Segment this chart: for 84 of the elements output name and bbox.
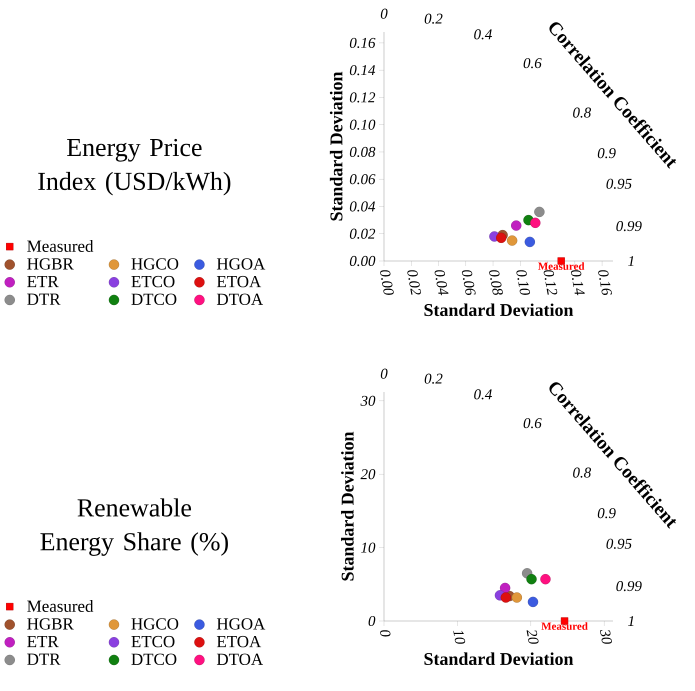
y-tick-label: 20 <box>360 469 376 480</box>
x-tick-label: 0.06 <box>462 270 476 295</box>
y-tick-label: 0.08 <box>350 146 376 158</box>
x-tick-label: 0.14 <box>570 270 585 296</box>
point <box>530 218 540 228</box>
legend-label: HGCO <box>131 618 178 630</box>
legend-label: HGOA <box>216 258 266 270</box>
point <box>540 574 551 584</box>
annotation: 0.6 <box>524 58 542 68</box>
annotation: 0.8 <box>573 468 592 478</box>
legend-label: ETOA <box>216 636 262 648</box>
y-tick-label: 0.06 <box>350 174 376 184</box>
y-tick-label: 0.00 <box>350 256 376 266</box>
y-axis-title: Standard Deviation <box>330 72 342 221</box>
annotation: Measured <box>541 622 588 630</box>
legend-label: ETCO <box>131 636 174 648</box>
legend-label: Measured <box>27 600 94 612</box>
text: Energy Price Index (USD/kWh) <box>38 138 230 196</box>
legend-label: ETR <box>27 276 59 288</box>
annotation: 0.95 <box>606 178 632 189</box>
legend-label: ETR <box>27 636 59 648</box>
legend-label: ETCO <box>131 276 174 288</box>
point <box>500 582 510 594</box>
text: Renewable Energy Share (%) <box>40 498 228 556</box>
point <box>526 574 537 584</box>
x-tick-label: 30 <box>600 630 612 644</box>
text: 0 <box>380 8 388 19</box>
x-tick-label: 0.08 <box>489 270 503 295</box>
annotation: 0.4 <box>474 29 492 40</box>
point <box>506 235 518 246</box>
y-tick-label: 0.10 <box>350 120 376 130</box>
y-tick-label: 0.12 <box>350 92 376 103</box>
annotation: Measured <box>538 262 584 270</box>
legend-label: HGCO <box>131 258 178 270</box>
legend-label: DTOA <box>216 294 264 305</box>
annotation: 0.6 <box>524 418 542 428</box>
text: 0 <box>380 368 388 379</box>
legend-label: HGOA <box>216 618 266 630</box>
y-axis-title: Standard Deviation <box>341 432 354 581</box>
legend-label: HGBR <box>27 258 74 270</box>
legend-label: HGBR <box>27 618 74 630</box>
point <box>500 592 512 603</box>
y-tick-label: 10 <box>361 542 376 553</box>
annotation: 0.95 <box>606 538 632 549</box>
text: 0.2 <box>424 374 442 384</box>
point <box>528 596 538 608</box>
legend-label: DTR <box>27 654 61 665</box>
point <box>524 236 536 248</box>
y-tick-label: 0.14 <box>350 65 376 76</box>
point <box>534 206 545 218</box>
y-tick-label: 0.02 <box>350 228 376 239</box>
x-axis-title: Standard Deviation <box>424 303 574 316</box>
text: 1 <box>628 616 634 626</box>
text: 0.99 <box>616 581 642 592</box>
legend-label: DTCO <box>131 654 176 666</box>
legend-label: Measured <box>27 240 94 252</box>
y-tick-label: 0 <box>368 616 376 626</box>
x-tick-label: 0 <box>380 630 390 636</box>
annotation: 0.8 <box>573 108 592 118</box>
text: 0.99 <box>616 221 642 232</box>
text: 1 <box>628 256 634 266</box>
annotation: 0.4 <box>474 389 492 400</box>
legend-label: DTOA <box>216 654 264 666</box>
legend-label: DTR <box>27 294 61 305</box>
x-tick-label: 0.12 <box>544 270 558 295</box>
x-axis-title: Standard Deviation <box>424 652 574 666</box>
annotation: 0.9 <box>598 148 616 158</box>
x-tick-label: 10 <box>453 630 466 644</box>
point <box>496 232 506 244</box>
x-tick-label: 20 <box>526 630 539 644</box>
annotation: 0.9 <box>598 508 616 518</box>
x-tick-label: 0.16 <box>598 270 612 295</box>
x-tick-label: 0.00 <box>380 270 394 295</box>
y-tick-label: 0.04 <box>350 201 376 212</box>
x-tick-label: 0.04 <box>434 270 448 296</box>
point <box>512 592 522 603</box>
x-tick-label: 0.10 <box>516 270 530 295</box>
y-tick-label: 0.16 <box>350 38 376 48</box>
text: 0.2 <box>424 14 442 24</box>
point <box>511 220 522 231</box>
legend-label: DTCO <box>131 294 176 305</box>
x-tick-label: 0.02 <box>407 270 421 295</box>
y-tick-label: 30 <box>360 396 376 406</box>
legend-label: ETOA <box>216 276 262 288</box>
